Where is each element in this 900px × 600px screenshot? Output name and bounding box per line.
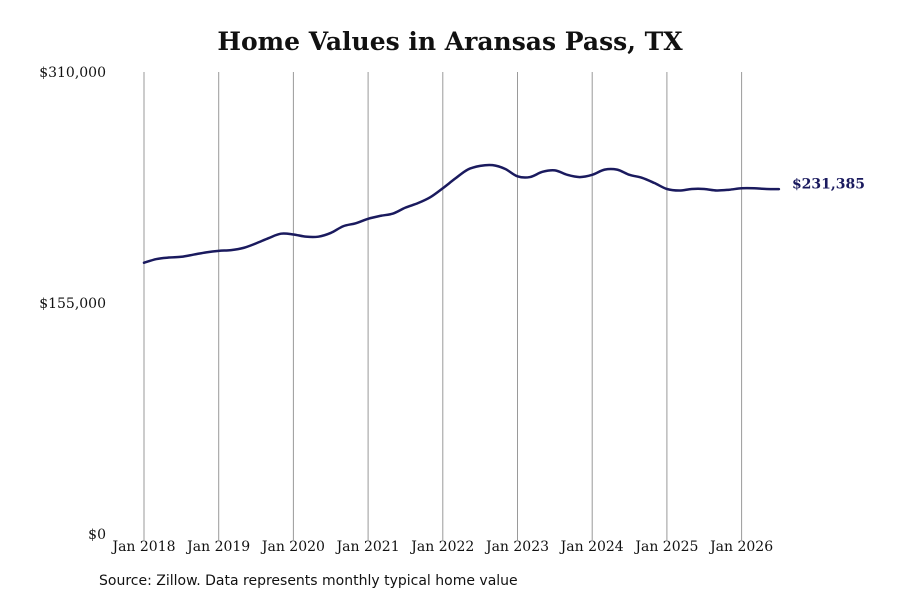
x-tick-label: Jan 2021 [335, 539, 400, 555]
x-tick-label: Jan 2018 [110, 539, 175, 555]
x-tick-label: Jan 2020 [260, 539, 325, 555]
y-tick-label: $155,000 [39, 296, 106, 312]
x-tick-label: Jan 2024 [559, 539, 624, 555]
end-value-label: $231,385 [792, 177, 865, 193]
y-tick-label: $310,000 [39, 65, 106, 81]
x-tick-label: Jan 2025 [633, 539, 698, 555]
x-tick-label: Jan 2022 [409, 539, 474, 555]
x-axis: Jan 2018 Jan 2019 Jan 2020 Jan 2021 Jan 2022… [110, 539, 773, 555]
series-line [142, 163, 781, 265]
source-note: Source: Zillow. Data represents monthly … [99, 573, 518, 589]
y-axis: $0 $155,000 $310,000 [39, 65, 106, 543]
gridlines [143, 72, 743, 540]
x-tick-label: Jan 2019 [185, 539, 250, 555]
x-tick-label: Jan 2026 [708, 539, 773, 555]
chart-title: Home Values in Aransas Pass, TX [217, 27, 683, 56]
x-tick-label: Jan 2023 [484, 539, 549, 555]
y-tick-label: $0 [88, 527, 106, 543]
